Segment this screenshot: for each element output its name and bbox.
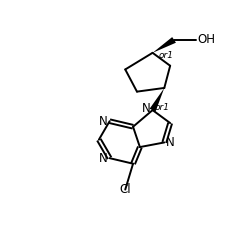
Text: or1: or1 — [154, 103, 170, 112]
Text: Cl: Cl — [119, 183, 131, 196]
Text: or1: or1 — [159, 51, 173, 60]
Text: N: N — [99, 152, 108, 165]
Polygon shape — [150, 88, 164, 112]
Polygon shape — [153, 37, 176, 53]
Text: N: N — [166, 136, 175, 149]
Text: N: N — [99, 115, 108, 128]
Text: OH: OH — [197, 33, 215, 46]
Text: N: N — [142, 102, 151, 115]
